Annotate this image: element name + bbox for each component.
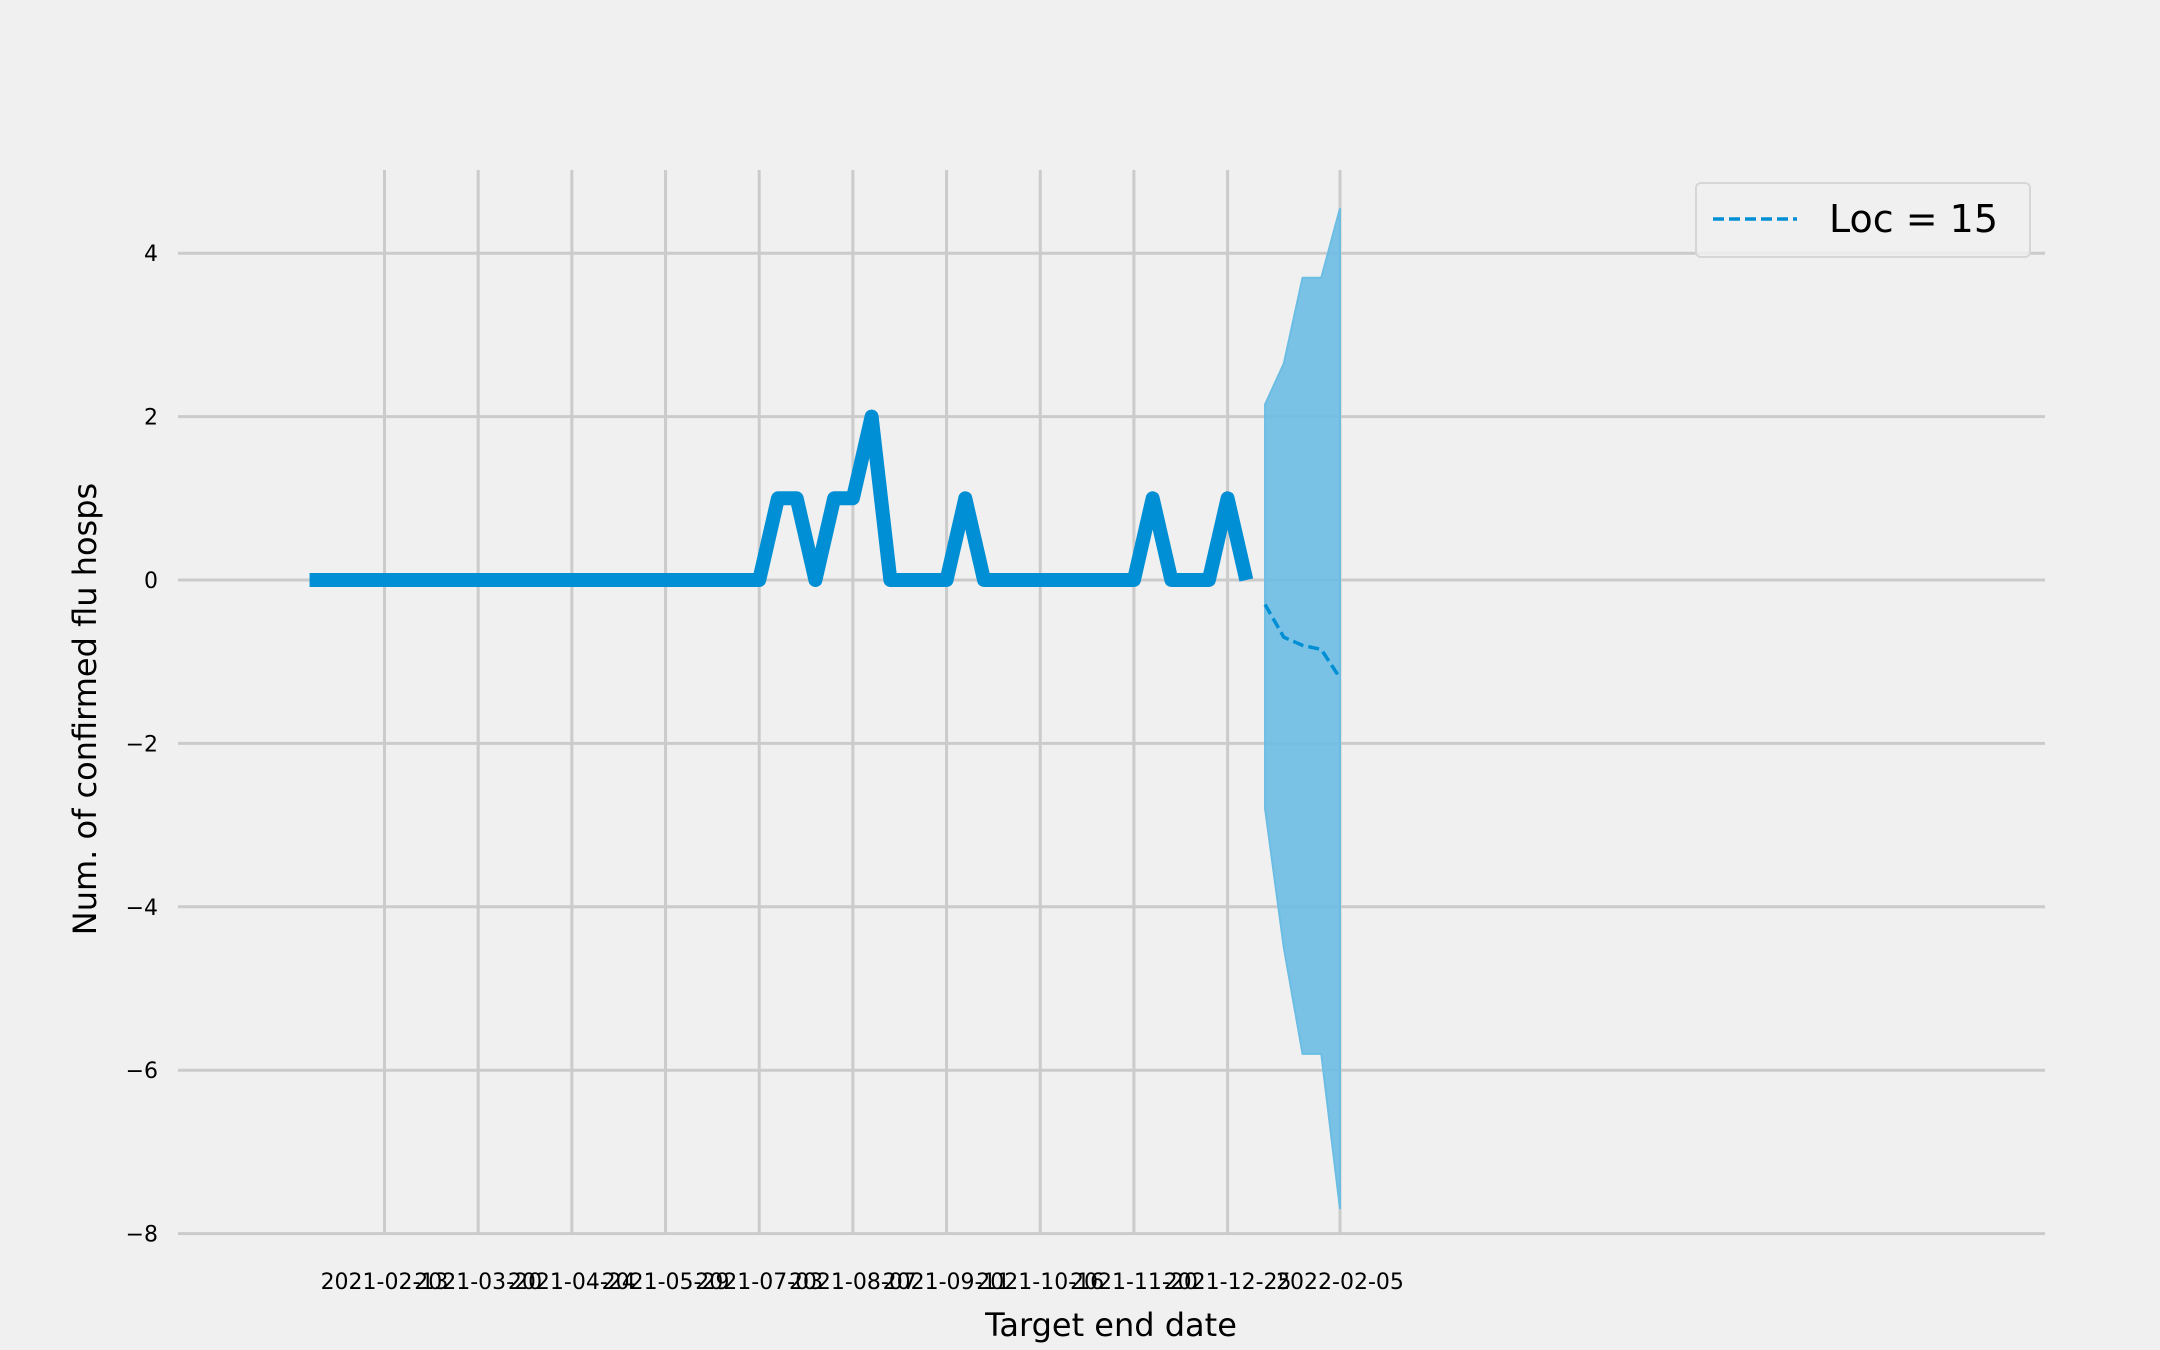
prediction-interval-band xyxy=(1264,208,1341,1210)
x-axis-title: Target end date xyxy=(984,1306,1237,1344)
x-tick-label: 2021-11-20 xyxy=(1070,1270,1198,1295)
x-tick-label: 2021-10-16 xyxy=(976,1270,1104,1295)
x-tick-label: 2021-08-07 xyxy=(789,1270,917,1295)
y-tick-label: −6 xyxy=(126,1059,158,1084)
x-tick-label: 2021-02-13 xyxy=(321,1270,449,1295)
forecast-line xyxy=(1263,603,1342,679)
y-tick-label: −8 xyxy=(126,1223,158,1248)
y-tick-label: −2 xyxy=(126,732,158,757)
x-tick-labels: 2021-02-132021-03-202021-04-242021-05-29… xyxy=(321,1270,1404,1295)
y-axis-title: Num. of confirmed flu hosps xyxy=(66,483,104,935)
series-lines xyxy=(309,409,1342,679)
x-tick-label: 2021-03-20 xyxy=(414,1270,542,1295)
y-tick-label: 0 xyxy=(144,569,158,594)
x-tick-label: 2021-05-29 xyxy=(602,1270,730,1295)
y-tick-label: 4 xyxy=(144,242,158,267)
grid xyxy=(178,170,2045,1236)
x-tick-label: 2021-12-25 xyxy=(1164,1270,1292,1295)
x-tick-label: 2021-04-24 xyxy=(508,1270,636,1295)
x-tick-label: 2021-09-11 xyxy=(883,1270,1011,1295)
legend: Loc = 15 xyxy=(1695,182,2031,258)
y-tick-labels: −8 −6 −4 −2 0 2 4 xyxy=(126,242,158,1247)
prediction-interval xyxy=(1264,208,1341,1210)
y-tick-label: −4 xyxy=(126,896,158,921)
y-tick-label: 2 xyxy=(144,406,158,431)
legend-label: Loc = 15 xyxy=(1829,197,1998,241)
x-tick-label: 2021-07-03 xyxy=(695,1270,823,1295)
observed-line xyxy=(309,409,1254,587)
x-tick-label: 2022-02-05 xyxy=(1276,1270,1404,1295)
legend-box xyxy=(1695,182,2031,258)
